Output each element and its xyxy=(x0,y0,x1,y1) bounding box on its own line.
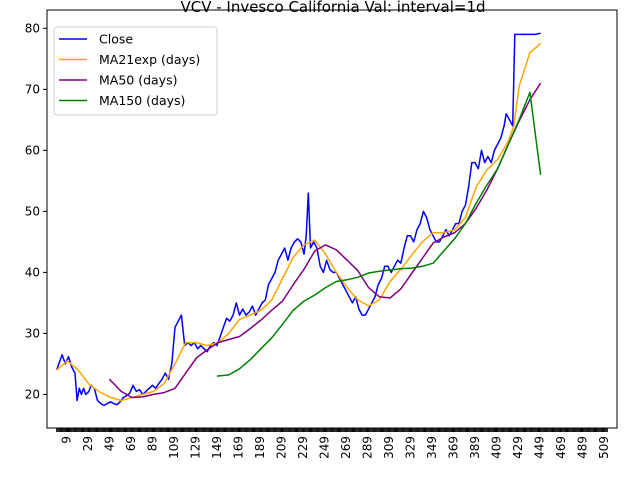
series-line-ma21exp-days xyxy=(56,43,542,402)
y-tick-label: 40 xyxy=(25,265,40,279)
x-tick-label: 389 xyxy=(468,436,482,459)
x-tick-label: 29 xyxy=(81,436,95,451)
x-tick-label: 209 xyxy=(274,436,288,459)
legend: Close MA21exp (days) MA50 (days) MA150 (day… xyxy=(53,26,218,116)
legend-box xyxy=(53,26,218,116)
y-tick-label: 30 xyxy=(25,326,40,340)
chart-title: VCV - Invesco California Val: interval=1… xyxy=(180,0,485,16)
y-tick-label: 80 xyxy=(25,21,40,35)
x-tick-label: 469 xyxy=(554,436,568,459)
x-tick-label: 349 xyxy=(425,436,439,459)
series-line-ma50-days xyxy=(108,82,542,399)
x-axis: 9 29 49 69 89 109 129 149 169 189 209 229 249 269 289 3… xyxy=(56,428,611,459)
series-layer xyxy=(55,32,542,407)
x-tick-label: 229 xyxy=(296,436,310,459)
x-tick-label: 329 xyxy=(404,436,418,459)
x-tick-label: 69 xyxy=(124,436,138,451)
x-tick-label: 189 xyxy=(253,436,267,459)
x-tick-label: 429 xyxy=(511,436,525,459)
x-tick-label: 149 xyxy=(210,436,224,459)
legend-label-close: Close xyxy=(99,32,133,47)
y-tick-label: 50 xyxy=(25,204,40,218)
x-tick-label: 509 xyxy=(597,436,611,459)
x-tick-label: 89 xyxy=(145,436,159,451)
x-tick-label: 369 xyxy=(447,436,461,459)
y-tick-label: 60 xyxy=(25,143,40,157)
legend-label-ma50-days: MA50 (days) xyxy=(99,73,177,88)
x-tick-label: 169 xyxy=(231,436,245,459)
x-tick-label: 109 xyxy=(167,436,181,459)
x-tick-label: 129 xyxy=(188,436,202,459)
legend-label-ma150-days: MA150 (days) xyxy=(99,93,185,108)
x-tick-label: 489 xyxy=(576,436,590,459)
x-tick-label: 9 xyxy=(59,436,73,444)
series-line-ma150-days xyxy=(216,91,542,377)
legend-label-ma21exp-days: MA21exp (days) xyxy=(99,52,200,67)
x-tick-label: 269 xyxy=(339,436,353,459)
x-tick-label: 409 xyxy=(490,436,504,459)
y-axis: 20 30 40 50 60 70 80 xyxy=(25,21,47,401)
x-tick-label: 289 xyxy=(360,436,374,459)
x-tick-label: 249 xyxy=(317,436,331,459)
x-tick-label: 449 xyxy=(533,436,547,459)
x-tick-label: 309 xyxy=(382,436,396,459)
y-tick-label: 70 xyxy=(25,82,40,96)
y-tick-label: 20 xyxy=(25,387,40,401)
x-tick-label: 49 xyxy=(102,436,116,451)
